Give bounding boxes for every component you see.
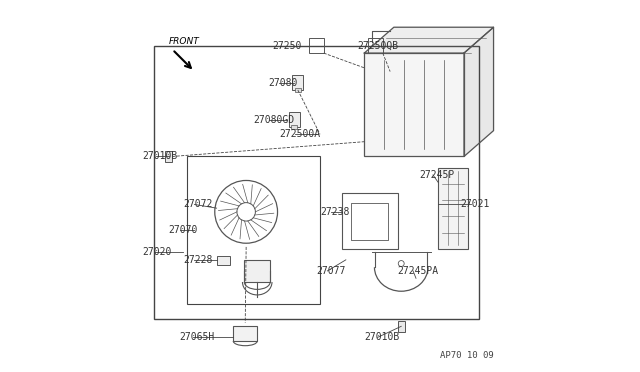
Bar [233, 326, 257, 341]
Text: 27228: 27228 [184, 255, 212, 265]
Text: 27080: 27080 [268, 78, 298, 88]
Polygon shape [364, 27, 493, 53]
Text: 27238: 27238 [320, 207, 349, 217]
Text: 27072: 27072 [184, 199, 212, 209]
Bar [309, 38, 324, 53]
Bar [351, 203, 388, 240]
Bar [291, 125, 297, 129]
Bar [216, 256, 230, 265]
Text: 27070: 27070 [168, 225, 198, 235]
Bar [187, 157, 320, 304]
Bar [295, 88, 301, 92]
Text: 27077: 27077 [316, 266, 346, 276]
Bar [364, 53, 464, 157]
Bar [292, 75, 303, 90]
Polygon shape [464, 27, 493, 157]
Bar [368, 38, 383, 53]
Text: 27250QB: 27250QB [357, 41, 398, 51]
Bar [154, 46, 479, 319]
Text: 27245P: 27245P [420, 170, 455, 180]
Text: FRONT: FRONT [168, 37, 200, 46]
Bar [438, 167, 468, 249]
Text: 27021: 27021 [460, 199, 490, 209]
Text: 27250: 27250 [272, 41, 301, 51]
Bar [342, 193, 397, 249]
Text: 27010B: 27010B [364, 332, 399, 342]
Bar [244, 260, 270, 282]
Text: AP70 10 09: AP70 10 09 [440, 350, 493, 359]
Text: 27080GD: 27080GD [253, 115, 294, 125]
Bar [289, 112, 300, 127]
Bar [165, 151, 172, 162]
Bar [397, 321, 405, 332]
Text: 27065H: 27065H [180, 332, 215, 342]
Text: 272500A: 272500A [280, 129, 321, 139]
Text: 27245PA: 27245PA [397, 266, 438, 276]
Text: 27010B: 27010B [143, 151, 178, 161]
Text: 27020: 27020 [143, 247, 172, 257]
